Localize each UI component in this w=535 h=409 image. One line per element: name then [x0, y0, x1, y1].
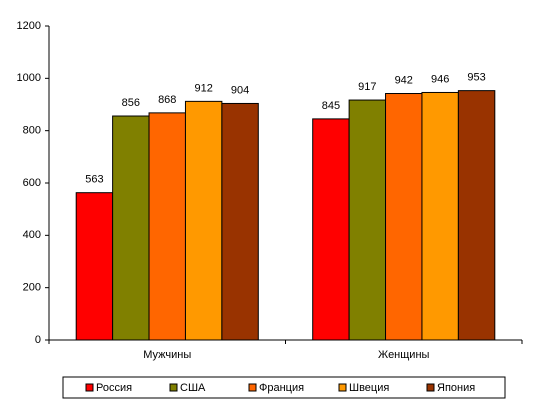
data-label: 917	[358, 81, 376, 93]
legend-swatch	[85, 383, 94, 392]
legend-swatch	[338, 383, 347, 392]
bar	[312, 118, 350, 341]
legend-label: Франция	[259, 382, 304, 394]
bar	[112, 115, 150, 341]
bar	[184, 100, 223, 341]
legend-label: Швеция	[349, 382, 389, 394]
y-tick-label: 1200	[17, 20, 41, 32]
data-label: 946	[431, 73, 449, 85]
data-label: 912	[194, 82, 212, 94]
data-label: 904	[231, 84, 249, 96]
legend-swatch	[248, 383, 257, 392]
data-label: 856	[122, 97, 140, 109]
bar	[457, 90, 496, 341]
y-tick-label: 0	[35, 334, 41, 346]
legend-swatch	[169, 383, 178, 392]
bar	[221, 102, 259, 341]
data-label: 563	[85, 174, 103, 186]
x-tick-label: Мужчины	[143, 349, 191, 361]
data-label: 845	[322, 100, 340, 112]
bar	[348, 99, 387, 341]
legend-swatch	[426, 383, 435, 392]
data-label: 942	[395, 74, 413, 86]
legend-box	[62, 376, 506, 399]
y-tick-label: 400	[23, 229, 41, 241]
bar	[385, 93, 423, 341]
y-tick-label: 200	[23, 282, 41, 294]
data-label: 868	[158, 94, 176, 106]
y-tick-label: 1000	[17, 72, 41, 84]
bar	[421, 91, 459, 341]
data-label: 953	[467, 72, 485, 84]
legend-label: Япония	[437, 382, 475, 394]
y-tick-label: 600	[23, 177, 41, 189]
legend-label: США	[180, 382, 206, 394]
x-tick-label: Женщины	[378, 349, 429, 361]
legend-label: Россия	[96, 382, 132, 394]
bar	[148, 112, 186, 341]
y-tick-label: 800	[23, 125, 41, 137]
bar	[75, 192, 114, 341]
